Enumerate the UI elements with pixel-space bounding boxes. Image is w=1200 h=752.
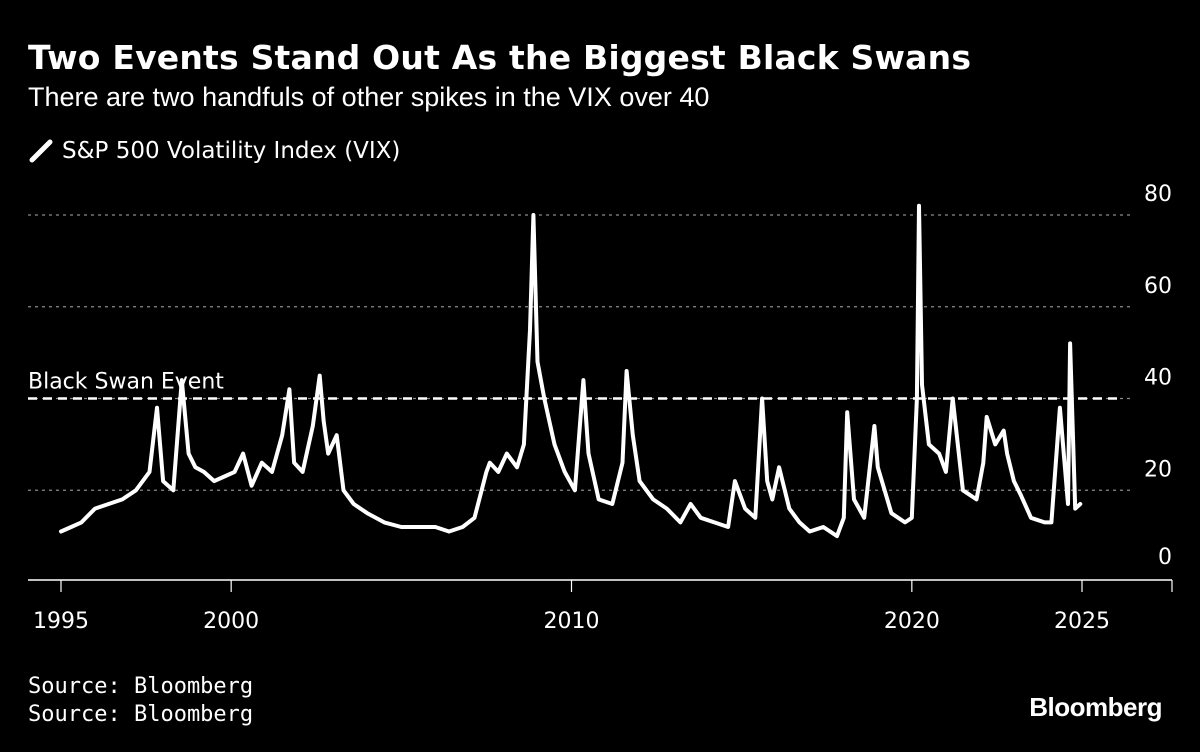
y-tick-label: 0 bbox=[1158, 545, 1172, 570]
source-note: Source: Bloomberg bbox=[28, 674, 254, 699]
threshold-label: Black Swan Event bbox=[28, 370, 224, 395]
vix-series-line bbox=[59, 203, 1083, 539]
x-tick-label: 2010 bbox=[544, 609, 600, 634]
chart-subtitle: There are two handfuls of other spikes i… bbox=[28, 82, 710, 112]
legend-label: S&P 500 Volatility Index (VIX) bbox=[62, 138, 401, 164]
y-tick-label: 20 bbox=[1144, 457, 1172, 482]
x-tick-label: 2000 bbox=[203, 609, 259, 634]
x-tick-label: 1995 bbox=[33, 609, 89, 634]
y-tick-label: 40 bbox=[1144, 366, 1172, 391]
legend: S&P 500 Volatility Index (VIX) bbox=[28, 138, 400, 164]
y-tick-label: 80 bbox=[1144, 182, 1172, 207]
legend-line-swatch-icon bbox=[29, 139, 53, 163]
y-tick-label: 60 bbox=[1144, 274, 1172, 299]
bloomberg-logo: Bloomberg bbox=[1029, 692, 1162, 722]
x-tick-label: 2020 bbox=[884, 609, 940, 634]
chart-title: Two Events Stand Out As the Biggest Blac… bbox=[28, 38, 972, 77]
source-note: Source: Bloomberg bbox=[28, 702, 254, 727]
x-tick-label: 2025 bbox=[1054, 609, 1110, 634]
